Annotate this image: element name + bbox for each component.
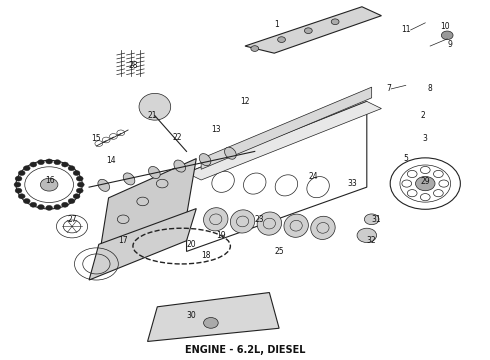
Text: 28: 28 bbox=[128, 61, 138, 70]
Circle shape bbox=[68, 166, 75, 171]
Circle shape bbox=[416, 176, 435, 191]
Circle shape bbox=[76, 176, 83, 181]
Polygon shape bbox=[245, 7, 381, 53]
Text: 3: 3 bbox=[423, 134, 428, 143]
Circle shape bbox=[24, 199, 30, 203]
Ellipse shape bbox=[203, 208, 228, 231]
Circle shape bbox=[278, 37, 286, 42]
Text: 12: 12 bbox=[240, 97, 250, 106]
Text: 8: 8 bbox=[428, 84, 433, 93]
Circle shape bbox=[40, 178, 58, 191]
Circle shape bbox=[304, 28, 312, 33]
Text: 29: 29 bbox=[420, 177, 430, 186]
Text: 19: 19 bbox=[216, 231, 225, 240]
Text: 25: 25 bbox=[274, 247, 284, 256]
Ellipse shape bbox=[284, 214, 308, 237]
Ellipse shape bbox=[98, 179, 110, 192]
Text: 11: 11 bbox=[401, 26, 411, 35]
Ellipse shape bbox=[139, 93, 171, 120]
Text: 23: 23 bbox=[255, 215, 265, 224]
Text: 33: 33 bbox=[347, 179, 357, 188]
Text: 7: 7 bbox=[386, 84, 391, 93]
Text: 2: 2 bbox=[420, 111, 425, 120]
Text: ENGINE - 6.2L, DIESEL: ENGINE - 6.2L, DIESEL bbox=[185, 345, 305, 355]
Circle shape bbox=[54, 204, 61, 210]
Text: 10: 10 bbox=[440, 22, 449, 31]
Text: 18: 18 bbox=[201, 251, 211, 260]
Circle shape bbox=[441, 31, 453, 40]
Circle shape bbox=[46, 205, 52, 210]
Circle shape bbox=[251, 46, 259, 51]
Circle shape bbox=[77, 182, 84, 187]
Circle shape bbox=[331, 19, 339, 24]
Circle shape bbox=[38, 160, 45, 165]
Circle shape bbox=[68, 199, 75, 203]
Text: 17: 17 bbox=[119, 236, 128, 245]
Text: 31: 31 bbox=[372, 215, 381, 224]
Ellipse shape bbox=[224, 147, 236, 159]
Circle shape bbox=[203, 318, 218, 328]
Text: 1: 1 bbox=[274, 20, 279, 29]
Text: 22: 22 bbox=[172, 132, 181, 141]
Polygon shape bbox=[89, 208, 196, 280]
Text: 13: 13 bbox=[211, 126, 220, 135]
Text: 32: 32 bbox=[367, 236, 376, 245]
Circle shape bbox=[62, 162, 69, 167]
Ellipse shape bbox=[199, 154, 211, 166]
Text: 24: 24 bbox=[308, 172, 318, 181]
Circle shape bbox=[15, 188, 22, 193]
Text: 30: 30 bbox=[187, 311, 196, 320]
Ellipse shape bbox=[148, 166, 160, 179]
Text: 21: 21 bbox=[147, 111, 157, 120]
Circle shape bbox=[30, 162, 37, 167]
Ellipse shape bbox=[174, 160, 186, 172]
Polygon shape bbox=[187, 102, 381, 180]
Text: 9: 9 bbox=[447, 40, 452, 49]
Circle shape bbox=[62, 202, 69, 207]
Text: 16: 16 bbox=[45, 176, 55, 185]
Text: 14: 14 bbox=[106, 156, 116, 165]
Circle shape bbox=[357, 228, 376, 243]
Text: 5: 5 bbox=[403, 154, 408, 163]
Circle shape bbox=[18, 171, 25, 176]
Circle shape bbox=[76, 188, 83, 193]
Circle shape bbox=[73, 171, 80, 176]
Ellipse shape bbox=[230, 210, 255, 233]
Circle shape bbox=[30, 202, 37, 207]
Ellipse shape bbox=[311, 216, 335, 239]
Polygon shape bbox=[201, 87, 372, 169]
Text: 27: 27 bbox=[67, 215, 77, 224]
Ellipse shape bbox=[257, 212, 282, 235]
Circle shape bbox=[38, 204, 45, 210]
Circle shape bbox=[24, 166, 30, 171]
Circle shape bbox=[365, 214, 379, 225]
Ellipse shape bbox=[123, 173, 135, 185]
Polygon shape bbox=[147, 293, 279, 342]
Circle shape bbox=[54, 160, 61, 165]
Circle shape bbox=[18, 194, 25, 199]
Circle shape bbox=[46, 159, 52, 164]
Text: 20: 20 bbox=[187, 240, 196, 249]
Circle shape bbox=[15, 176, 22, 181]
Text: 15: 15 bbox=[92, 134, 101, 143]
Circle shape bbox=[73, 194, 80, 199]
Circle shape bbox=[14, 182, 21, 187]
Polygon shape bbox=[99, 158, 196, 258]
